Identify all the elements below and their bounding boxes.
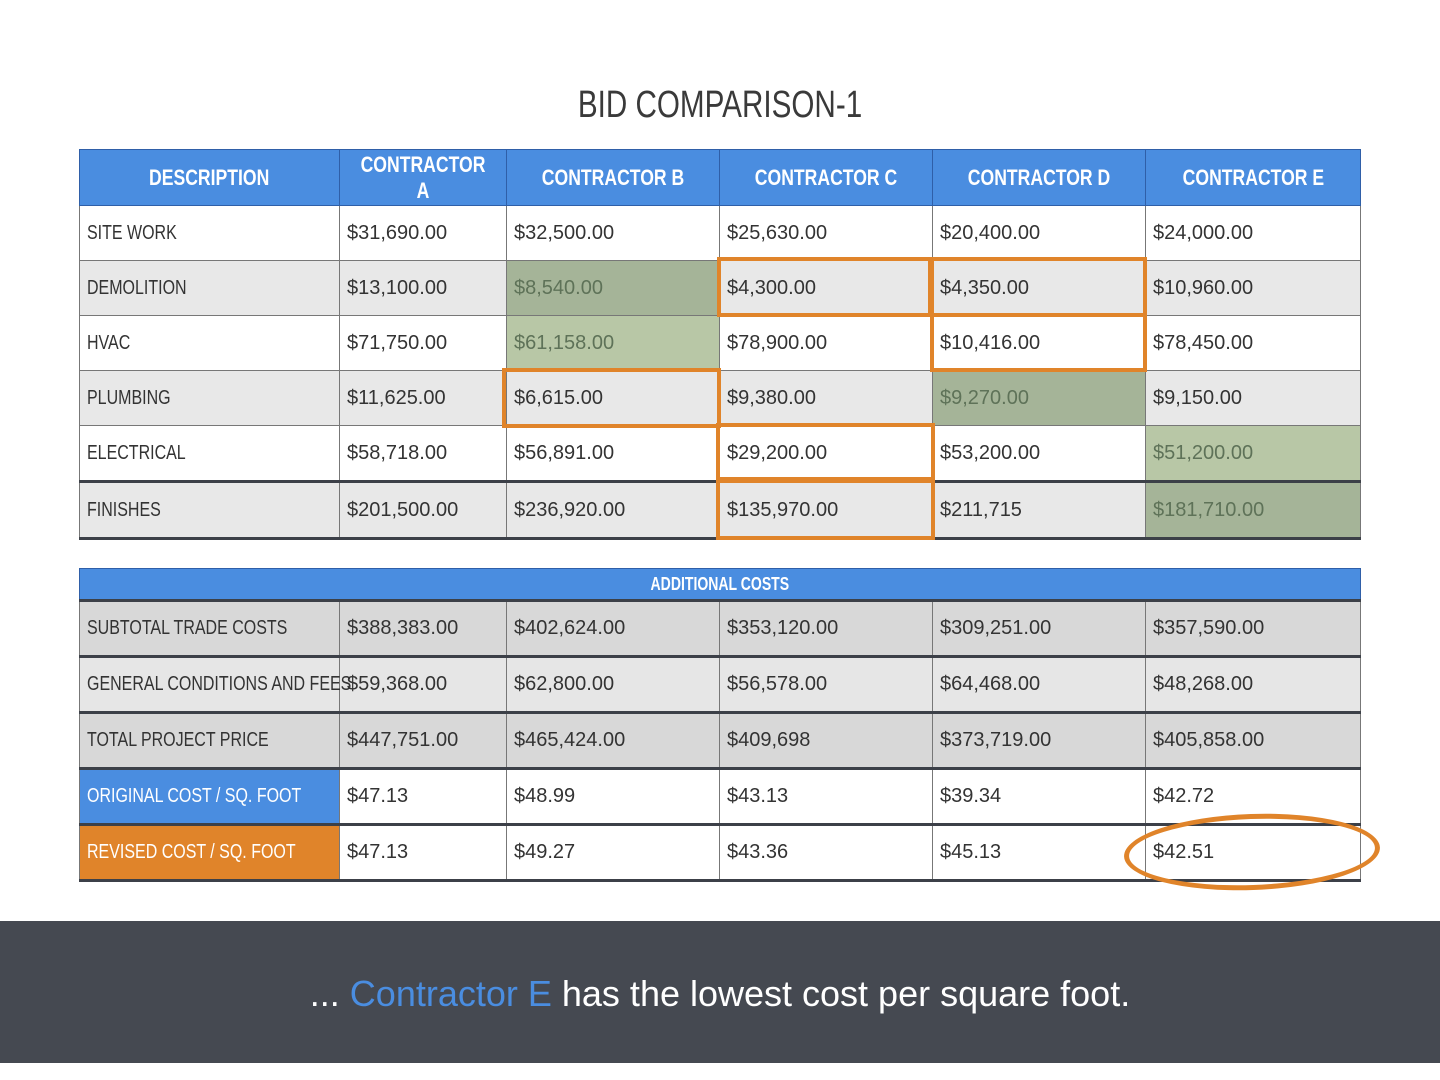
table-cell: $32,500.00 bbox=[506, 205, 720, 261]
caption-bar bbox=[0, 921, 1440, 1063]
table-cell: $373,719.00 bbox=[932, 711, 1146, 770]
table-cell: $58,718.00 bbox=[339, 425, 507, 482]
header-contractor-d: CONTRACTOR D bbox=[932, 149, 1146, 206]
table-cell-lowest: $8,540.00 bbox=[506, 260, 720, 316]
table-cell-lowest: $51,200.00 bbox=[1145, 425, 1361, 482]
table-row: REVISED COST / SQ. FOOT $47.13 $49.27 $4… bbox=[79, 823, 1362, 882]
table-cell: $465,424.00 bbox=[506, 711, 720, 770]
row-label: GENERAL CONDITIONS AND FEES bbox=[79, 655, 351, 714]
table-cell: $62,800.00 bbox=[506, 655, 720, 714]
table-cell: $388,383.00 bbox=[339, 599, 507, 658]
table-cell: $42.51 bbox=[1144, 823, 1362, 882]
table-cell-lowest: $181,710.00 bbox=[1145, 480, 1361, 540]
table-cell: $39.34 bbox=[932, 767, 1146, 826]
row-label: PLUMBING bbox=[79, 370, 340, 426]
table-cell-lowest: $61,158.00 bbox=[506, 315, 720, 371]
table-cell: $4,300.00 bbox=[719, 260, 933, 316]
table-cell: $45.13 bbox=[932, 823, 1146, 882]
header-description: DESCRIPTION bbox=[79, 149, 340, 206]
table-cell: $10,960.00 bbox=[1145, 260, 1361, 316]
table-cell: $56,578.00 bbox=[719, 655, 933, 714]
row-label: TOTAL PROJECT PRICE bbox=[79, 711, 340, 770]
trade-cost-table: DESCRIPTION CONTRACTOR A CONTRACTOR B CO… bbox=[79, 149, 1361, 540]
table-cell: $236,920.00 bbox=[506, 480, 720, 540]
header-contractor-c: CONTRACTOR C bbox=[719, 149, 933, 206]
caption-prefix: ... bbox=[309, 973, 340, 1014]
additional-costs-table: ADDITIONAL COSTS SUBTOTAL TRADE COSTS $3… bbox=[78, 568, 1362, 882]
table-cell: $405,858.00 bbox=[1144, 711, 1362, 770]
table-cell: $13,100.00 bbox=[339, 260, 507, 316]
table-cell: $48,268.00 bbox=[1144, 655, 1362, 714]
table-cell: $353,120.00 bbox=[719, 599, 933, 658]
table-cell: $409,698 bbox=[719, 711, 933, 770]
table-cell: $29,200.00 bbox=[719, 425, 933, 482]
table-cell: $25,630.00 bbox=[719, 205, 933, 261]
table-cell: $10,416.00 bbox=[932, 315, 1146, 371]
table-cell: $42.72 bbox=[1144, 767, 1362, 826]
table-row: ORIGINAL COST / SQ. FOOT $47.13 $48.99 $… bbox=[79, 767, 1362, 826]
row-label: HVAC bbox=[79, 315, 340, 371]
table-cell: $47.13 bbox=[339, 823, 507, 882]
table-row: HVAC $71,750.00 $61,158.00 $78,900.00 $1… bbox=[79, 315, 1361, 371]
row-label-revised-cost: REVISED COST / SQ. FOOT bbox=[79, 823, 340, 882]
table-cell: $43.36 bbox=[719, 823, 933, 882]
header-contractor-a: CONTRACTOR A bbox=[339, 149, 507, 206]
table-cell: $135,970.00 bbox=[719, 480, 933, 540]
table-row: TOTAL PROJECT PRICE $447,751.00 $465,424… bbox=[79, 711, 1362, 770]
table-cell: $309,251.00 bbox=[932, 599, 1146, 658]
table-cell: $64,468.00 bbox=[932, 655, 1146, 714]
table-cell: $78,450.00 bbox=[1145, 315, 1361, 371]
row-label: FINISHES bbox=[79, 480, 340, 540]
table-cell: $6,615.00 bbox=[506, 370, 720, 426]
table-header-row: DESCRIPTION CONTRACTOR A CONTRACTOR B CO… bbox=[79, 149, 1361, 206]
table-cell: $49.27 bbox=[506, 823, 720, 882]
table-cell: $11,625.00 bbox=[339, 370, 507, 426]
table-row: SUBTOTAL TRADE COSTS $388,383.00 $402,62… bbox=[79, 599, 1362, 658]
table-row: GENERAL CONDITIONS AND FEES $59,368.00 $… bbox=[79, 655, 1362, 714]
additional-header-row: ADDITIONAL COSTS bbox=[78, 568, 1362, 601]
table-cell: $447,751.00 bbox=[339, 711, 507, 770]
additional-costs-header: ADDITIONAL COSTS bbox=[78, 568, 1362, 601]
table-cell-lowest: $9,270.00 bbox=[932, 370, 1146, 426]
table-cell: $31,690.00 bbox=[339, 205, 507, 261]
table-cell: $357,590.00 bbox=[1144, 599, 1362, 658]
table-cell: $20,400.00 bbox=[932, 205, 1146, 261]
caption-suffix: has the lowest cost per square foot. bbox=[561, 973, 1131, 1014]
row-label: ELECTRICAL bbox=[79, 425, 340, 482]
table-row: DEMOLITION $13,100.00 $8,540.00 $4,300.0… bbox=[79, 260, 1361, 316]
table-cell: $59,368.00 bbox=[339, 655, 507, 714]
table-cell: $53,200.00 bbox=[932, 425, 1146, 482]
table-cell: $4,350.00 bbox=[932, 260, 1146, 316]
table-cell: $56,891.00 bbox=[506, 425, 720, 482]
header-contractor-b: CONTRACTOR B bbox=[506, 149, 720, 206]
table-cell: $47.13 bbox=[339, 767, 507, 826]
table-cell: $71,750.00 bbox=[339, 315, 507, 371]
row-label: SITE WORK bbox=[79, 205, 340, 261]
slide-title: BID COMPARISON-1 bbox=[577, 84, 863, 126]
table-cell: $211,715 bbox=[932, 480, 1146, 540]
table-cell: $9,150.00 bbox=[1145, 370, 1361, 426]
table-row: SITE WORK $31,690.00 $32,500.00 $25,630.… bbox=[79, 205, 1361, 261]
table-row: FINISHES $201,500.00 $236,920.00 $135,97… bbox=[79, 480, 1361, 540]
row-label: DEMOLITION bbox=[79, 260, 340, 316]
row-label-original-cost: ORIGINAL COST / SQ. FOOT bbox=[79, 767, 340, 826]
table-cell: $201,500.00 bbox=[339, 480, 507, 540]
table-cell: $9,380.00 bbox=[719, 370, 933, 426]
table-cell: $48.99 bbox=[506, 767, 720, 826]
table-row: ELECTRICAL $58,718.00 $56,891.00 $29,200… bbox=[79, 425, 1361, 482]
table-cell: $78,900.00 bbox=[719, 315, 933, 371]
table-row: PLUMBING $11,625.00 $6,615.00 $9,380.00 … bbox=[79, 370, 1361, 426]
table-cell: $43.13 bbox=[719, 767, 933, 826]
table-cell: $24,000.00 bbox=[1145, 205, 1361, 261]
row-label: SUBTOTAL TRADE COSTS bbox=[79, 599, 340, 658]
caption-text: ... Contractor E has the lowest cost per… bbox=[0, 973, 1440, 1015]
table-cell: $402,624.00 bbox=[506, 599, 720, 658]
caption-highlight: Contractor E bbox=[349, 973, 552, 1014]
header-contractor-e: CONTRACTOR E bbox=[1145, 149, 1361, 206]
